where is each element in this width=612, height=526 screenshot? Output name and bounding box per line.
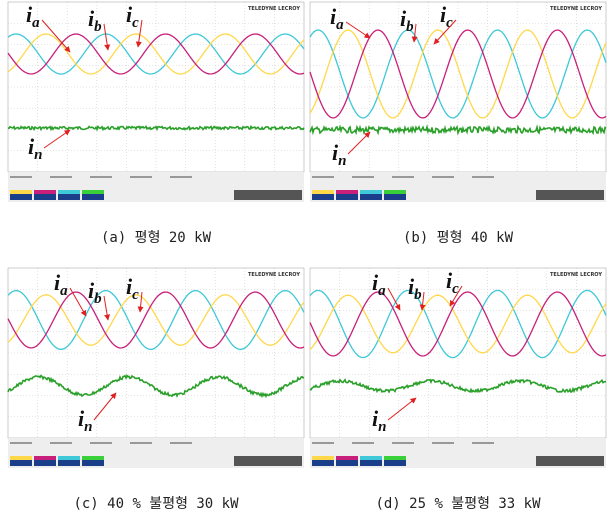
- channel-tile: [82, 456, 104, 460]
- channel-tile: [10, 190, 32, 194]
- status-text: [50, 442, 72, 444]
- channel-tile: [384, 194, 406, 200]
- label-sub: n: [378, 419, 386, 435]
- channel-tile: [58, 456, 80, 460]
- label-sub: b: [414, 287, 422, 303]
- scope-logo: TELEDYNE LECROY: [248, 6, 300, 12]
- channel-tile: [10, 194, 32, 200]
- channel-tile: [336, 194, 358, 200]
- status-text: [170, 176, 192, 178]
- channel-tile: [10, 456, 32, 460]
- status-text: [312, 442, 334, 444]
- panel-caption: (d) 25 % 불평형 33 kW: [375, 496, 541, 512]
- label-sub: n: [34, 147, 42, 163]
- timebase-tile: [234, 190, 302, 200]
- channel-tile: [312, 460, 334, 466]
- channel-tile: [58, 194, 80, 200]
- channel-tile: [34, 194, 56, 200]
- status-text: [90, 176, 112, 178]
- figure: TELEDYNE LECROYiaibicin (a) 평형 20 kW TELED…: [0, 0, 612, 526]
- status-text: [170, 442, 192, 444]
- status-text: [472, 176, 494, 178]
- label-sub: a: [32, 15, 40, 31]
- channel-tile: [360, 194, 382, 200]
- label-sub: c: [446, 15, 453, 31]
- channel-tile: [82, 190, 104, 194]
- status-text: [10, 176, 32, 178]
- status-text: [392, 176, 414, 178]
- status-text: [392, 442, 414, 444]
- channel-tile: [312, 456, 334, 460]
- channel-tile: [336, 190, 358, 194]
- label-sub: n: [338, 153, 346, 169]
- status-text: [352, 442, 374, 444]
- channel-tile: [312, 194, 334, 200]
- label-sub: b: [94, 19, 102, 35]
- channel-tile: [384, 460, 406, 466]
- status-text: [472, 442, 494, 444]
- status-text: [10, 442, 32, 444]
- panel-caption: (a) 평형 20 kW: [101, 230, 212, 246]
- timebase-tile: [536, 456, 604, 466]
- label-sub: a: [60, 283, 68, 299]
- scope-logo: TELEDYNE LECROY: [550, 6, 602, 12]
- channel-tile: [58, 190, 80, 194]
- channel-tile: [384, 190, 406, 194]
- label-sub: c: [132, 287, 139, 303]
- channel-tile: [312, 190, 334, 194]
- channel-tile: [336, 456, 358, 460]
- panel-caption: (c) 40 % 불평형 30 kW: [73, 496, 239, 512]
- channel-tile: [10, 460, 32, 466]
- channel-tile: [336, 460, 358, 466]
- label-sub: c: [132, 15, 139, 31]
- label-sub: b: [406, 19, 414, 35]
- channel-tile: [360, 456, 382, 460]
- scope-logo: TELEDYNE LECROY: [248, 272, 300, 278]
- channel-tile: [34, 190, 56, 194]
- timebase-tile: [536, 190, 604, 200]
- status-text: [130, 442, 152, 444]
- label-sub: c: [452, 281, 459, 297]
- channel-tile: [34, 456, 56, 460]
- channel-tile: [360, 460, 382, 466]
- scope-logo: TELEDYNE LECROY: [550, 272, 602, 278]
- panel-caption: (b) 평형 40 kW: [403, 230, 514, 246]
- label-sub: a: [378, 283, 386, 299]
- label-sub: n: [84, 419, 92, 435]
- channel-tile: [82, 460, 104, 466]
- channel-tile: [82, 194, 104, 200]
- label-sub: a: [336, 17, 344, 33]
- channel-tile: [34, 460, 56, 466]
- channel-tile: [58, 460, 80, 466]
- status-text: [312, 176, 334, 178]
- status-text: [50, 176, 72, 178]
- status-text: [130, 176, 152, 178]
- status-text: [432, 176, 454, 178]
- label-sub: b: [94, 291, 102, 307]
- status-text: [352, 176, 374, 178]
- scope-panel: TELEDYNE LECROYiaibicin: [310, 268, 606, 468]
- status-text: [90, 442, 112, 444]
- channel-tile: [384, 456, 406, 460]
- timebase-tile: [234, 456, 302, 466]
- channel-tile: [360, 190, 382, 194]
- status-text: [432, 442, 454, 444]
